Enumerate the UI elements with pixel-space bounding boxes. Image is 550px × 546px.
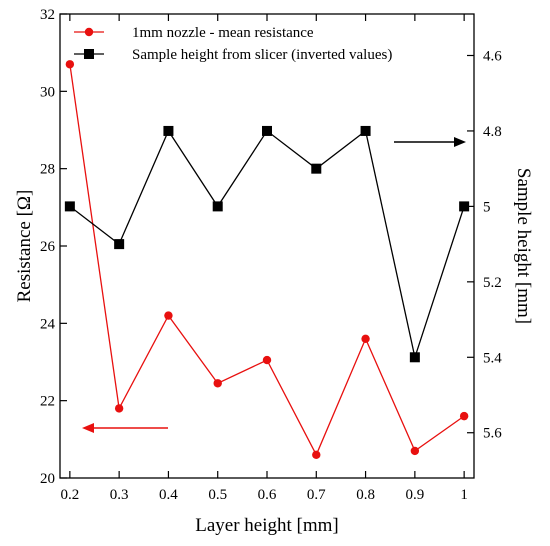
legend-marker-height xyxy=(84,49,94,59)
sample-height-point xyxy=(311,163,322,174)
ticks xyxy=(60,13,474,479)
sample-height-point xyxy=(212,201,223,212)
sample-height-point xyxy=(163,125,174,136)
legend: 1mm nozzle - mean resistance Sample heig… xyxy=(74,25,392,63)
x-tick-label: 0.6 xyxy=(258,487,277,503)
sample-height-point xyxy=(64,201,75,212)
legend-marker-resistance xyxy=(84,27,94,37)
y-right-tick-label: 5.4 xyxy=(483,350,502,366)
resistance-point xyxy=(410,446,420,456)
series-lines xyxy=(69,64,465,457)
sample-height-point xyxy=(114,239,125,250)
left-axis-arrow xyxy=(82,423,168,433)
right-axis-arrow xyxy=(394,137,466,147)
y-right-tick-label: 4.8 xyxy=(483,124,502,140)
x-tick-label: 0.3 xyxy=(110,487,129,503)
resistance-point xyxy=(114,404,124,413)
y-left-tick-label: 30 xyxy=(40,84,55,100)
x-axis-label: Layer height [mm] xyxy=(195,515,339,536)
legend-label-height: Sample height from slicer (inverted valu… xyxy=(132,47,392,63)
y-left-tick-label: 20 xyxy=(40,471,55,487)
sample-height-point xyxy=(459,201,470,212)
x-tick-label: 0.5 xyxy=(208,487,227,503)
y-axis-left-label: Resistance [Ω] xyxy=(14,190,35,303)
y-right-tick-label: 4.6 xyxy=(483,48,502,64)
x-tick-label: 0.8 xyxy=(356,487,375,503)
resistance-point xyxy=(65,60,75,69)
tick-labels: 0.2 0.3 0.4 0.5 0.6 0.7 0.8 0.9 1 20 22 24 26 28 30 32 4… xyxy=(40,7,502,503)
y-left-tick-label: 24 xyxy=(40,316,56,332)
resistance-point xyxy=(312,450,321,459)
sample-height-point xyxy=(409,352,420,363)
x-tick-label: 1 xyxy=(460,487,468,503)
y-left-tick-label: 26 xyxy=(40,239,56,255)
x-tick-label: 0.2 xyxy=(60,487,79,503)
resistance-point xyxy=(361,334,370,343)
resistance-point xyxy=(164,311,173,320)
resistance-point xyxy=(459,411,469,421)
y-left-tick-label: 28 xyxy=(40,162,55,178)
y-right-tick-label: 5 xyxy=(483,199,491,215)
y-right-tick-label: 5.6 xyxy=(483,426,502,442)
series-line-1 xyxy=(69,129,465,360)
sample-height-point xyxy=(360,125,371,136)
series-line-0 xyxy=(69,64,465,457)
y-right-tick-label: 5.2 xyxy=(483,275,502,291)
y-axis-right-label: Sample height [mm] xyxy=(513,168,534,324)
x-tick-label: 0.4 xyxy=(159,487,178,503)
x-tick-label: 0.7 xyxy=(307,487,326,503)
y-left-tick-label: 32 xyxy=(40,7,55,23)
y-left-tick-label: 22 xyxy=(40,394,55,410)
markers xyxy=(64,60,470,459)
resistance-point xyxy=(213,379,222,388)
resistance-point xyxy=(262,355,272,365)
legend-label-resistance: 1mm nozzle - mean resistance xyxy=(132,25,314,41)
sample-height-point xyxy=(262,125,272,136)
x-tick-label: 0.9 xyxy=(405,487,424,503)
